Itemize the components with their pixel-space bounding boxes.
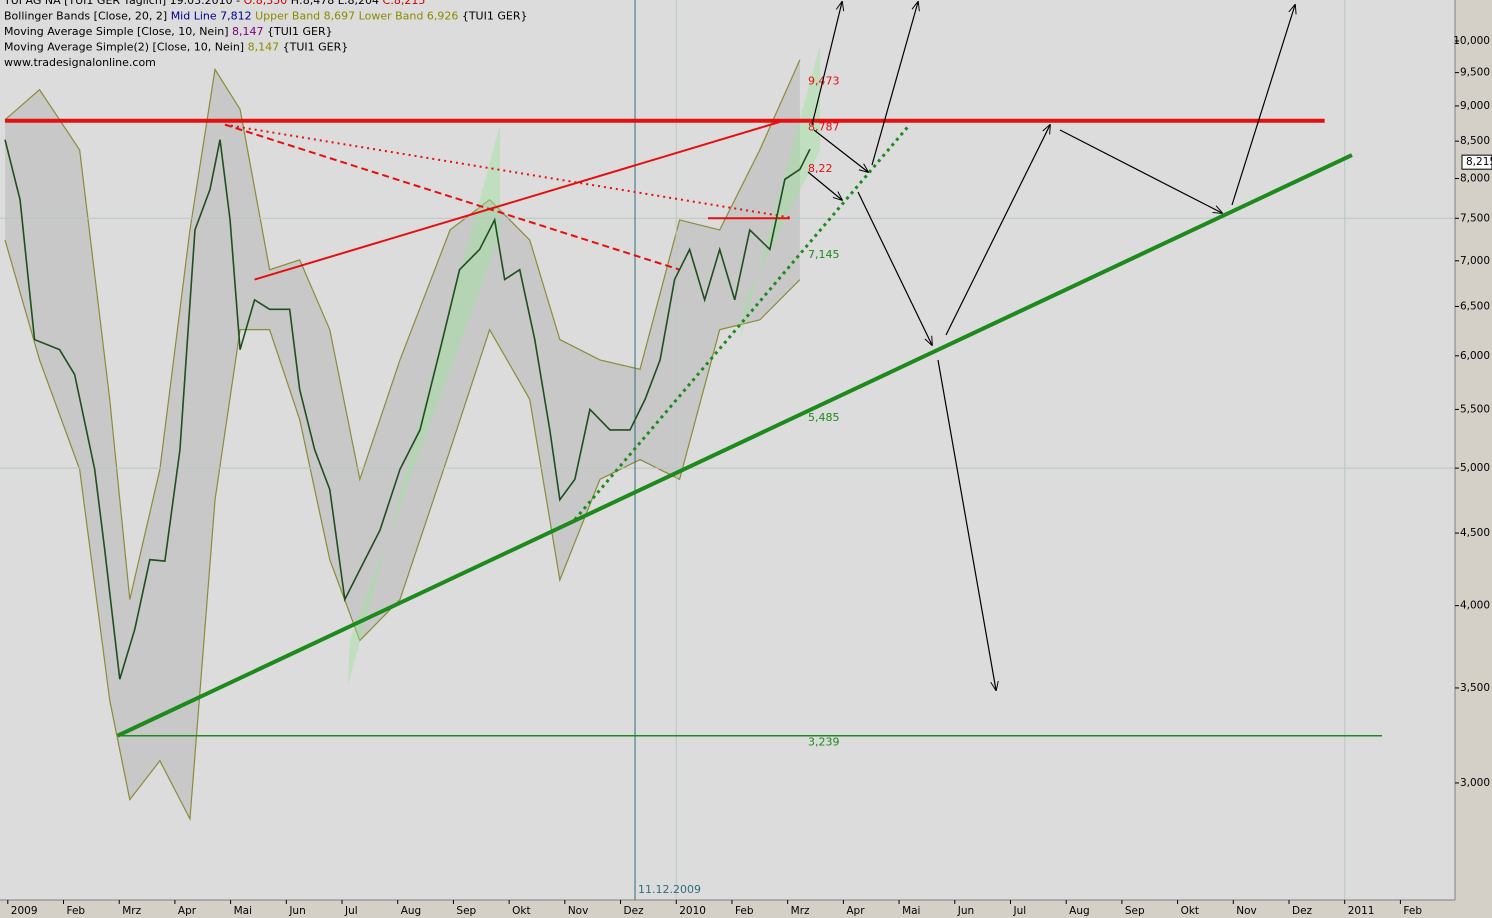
y-tick-label: 9,500 xyxy=(1460,67,1490,79)
y-tick-label: 6,000 xyxy=(1460,350,1490,362)
y-tick-label: 8,500 xyxy=(1460,135,1490,147)
header-text: Moving Average Simple [Close, 10, Nein] xyxy=(4,25,232,38)
x-tick-label: Jul xyxy=(344,905,358,917)
channel-shade xyxy=(348,125,500,685)
axes: 3,000 3,500 4,000 4,500 5,000 5,500 6,000 6,500… xyxy=(7,35,1492,917)
header-text: Lower Band 6,926 xyxy=(359,10,462,23)
x-tick-label: 2011 xyxy=(1348,905,1375,917)
header: TUI AG NA [TUI1 GER Täglich] 19.03.2010 … xyxy=(3,0,527,69)
y-tick-label: 5,500 xyxy=(1460,403,1490,415)
y-tick-label: 10,000 xyxy=(1453,35,1490,47)
last-price-tag xyxy=(1461,154,1492,170)
header-text: 8,147 xyxy=(248,41,280,54)
upper-band xyxy=(4,59,801,600)
header-text: Bollinger Bands [Close, 20, 2] xyxy=(4,10,171,23)
header-line: Moving Average Simple(2) [Close, 10, Nei… xyxy=(4,41,348,54)
x-tick-label: Jun xyxy=(288,905,305,917)
y-tick-label: 7,000 xyxy=(1460,255,1490,267)
x-tick-label: Mai xyxy=(234,905,252,917)
x-tick-label: Nov xyxy=(1236,905,1257,917)
level-label: 5,485 xyxy=(808,411,840,424)
arrow xyxy=(937,359,996,690)
arrow xyxy=(1059,129,1222,213)
y-tick-label: 3,000 xyxy=(1460,777,1490,789)
scenario-arrows xyxy=(807,2,1295,690)
x-tick-label: Dez xyxy=(1292,905,1313,917)
arrow xyxy=(811,2,842,126)
y-tick-label: 6,500 xyxy=(1460,300,1490,312)
arrow xyxy=(857,191,932,345)
arrow xyxy=(1231,5,1295,206)
y-tick-label: 5,000 xyxy=(1460,462,1490,474)
x-tick-label: Mai xyxy=(902,905,920,917)
level-label: 3,239 xyxy=(808,736,840,749)
y-tick-label: 9,000 xyxy=(1460,100,1490,112)
x-tick-label: Mrz xyxy=(791,905,810,917)
y-tick-label: 8,000 xyxy=(1460,173,1490,185)
x-tick-label: Mrz xyxy=(122,905,141,917)
x-tick-label: Jul xyxy=(1012,905,1026,917)
arrow xyxy=(813,129,868,172)
x-tick-label: Apr xyxy=(846,905,865,917)
y-tick-label: 7,500 xyxy=(1460,212,1490,224)
header-text: {TUI1 GER} xyxy=(279,41,348,54)
x-tick-label: Aug xyxy=(1069,905,1090,917)
last-price-label: 8,215 xyxy=(1466,156,1492,168)
trendline xyxy=(573,123,911,521)
y-axis-area xyxy=(1455,0,1492,918)
header-text: C:8,215 xyxy=(383,0,426,7)
x-tick-label: Okt xyxy=(1181,905,1199,917)
trendline xyxy=(254,120,781,281)
header-text: TUI AG NA [TUI1 GER Täglich] 19.03.2010 … xyxy=(3,0,244,7)
x-tick-label: Feb xyxy=(735,905,754,917)
header-text: O:8,350 xyxy=(244,0,288,7)
x-tick-label: Feb xyxy=(67,905,86,917)
level-label: 8,22 xyxy=(808,162,833,175)
header-line: Bollinger Bands [Close, 20, 2] Mid Line … xyxy=(4,10,527,23)
x-axis-area xyxy=(0,900,1492,918)
arrow xyxy=(871,2,918,166)
x-tick-label: Sep xyxy=(456,905,476,917)
header-text: {TUI1 GER} xyxy=(462,10,528,23)
x-tick-label: Nov xyxy=(568,905,589,917)
chart-layer: 11.12.2009 9,473 8,787 8,22 7,145 5,485 3,239 xyxy=(0,0,1455,900)
header-text: Moving Average Simple(2) [Close, 10, Nei… xyxy=(4,41,248,54)
x-tick-label: Okt xyxy=(512,905,530,917)
band-area xyxy=(5,59,800,819)
arrow xyxy=(807,171,842,200)
x-tick-label: Feb xyxy=(1403,905,1422,917)
arrow xyxy=(945,125,1050,336)
x-tick-label: 2009 xyxy=(11,905,38,917)
y-tick-label: 4,000 xyxy=(1460,600,1490,612)
header-text: 8,147 xyxy=(232,25,264,38)
trendline xyxy=(224,123,680,271)
header-text: Mid Line 7,812 xyxy=(171,10,255,23)
y-tick-label: 4,500 xyxy=(1460,527,1490,539)
x-tick-label: Dez xyxy=(624,905,645,917)
header-text: www.tradesignalonline.com xyxy=(4,56,156,69)
trendline xyxy=(116,153,1353,738)
header-line: Moving Average Simple [Close, 10, Nein] … xyxy=(4,25,333,38)
x-tick-label: Apr xyxy=(178,905,197,917)
price-line xyxy=(4,139,811,680)
x-tick-label: Aug xyxy=(401,905,422,917)
header-text: H:8,478 L:8,204 xyxy=(287,0,382,7)
header-text: Upper Band 8,697 xyxy=(255,10,359,23)
header-line: www.tradesignalonline.com xyxy=(4,56,156,69)
x-tick-label: Jun xyxy=(957,905,974,917)
level-label: 9,473 xyxy=(808,74,840,87)
x-tick-label: Sep xyxy=(1125,905,1145,917)
header-line: TUI AG NA [TUI1 GER Täglich] 19.03.2010 … xyxy=(3,0,425,7)
x-tick-label: 2010 xyxy=(679,905,706,917)
marker-label: 11.12.2009 xyxy=(638,883,701,896)
y-tick-label: 3,500 xyxy=(1460,682,1490,694)
level-label: 8,787 xyxy=(808,121,840,134)
header-text: {TUI1 GER} xyxy=(264,25,333,38)
level-label: 7,145 xyxy=(808,248,840,261)
